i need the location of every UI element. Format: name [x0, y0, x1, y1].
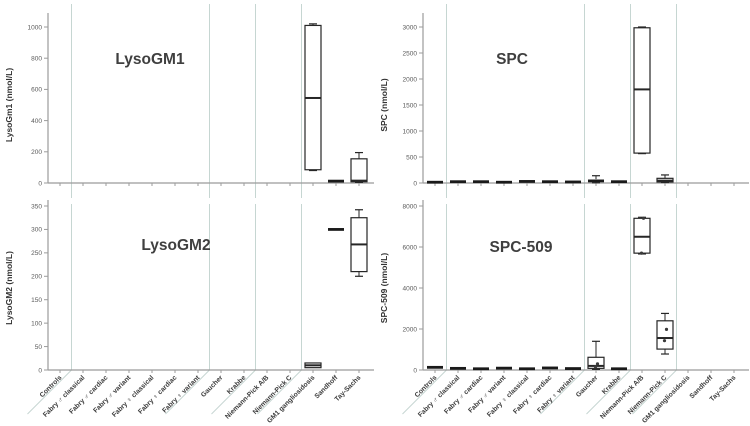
box-plot-dash — [427, 180, 443, 184]
box-plot — [633, 27, 651, 154]
box-plot-dash — [611, 367, 627, 371]
y-tick-label: 8000 — [403, 203, 418, 210]
data-point — [662, 339, 667, 343]
group-separator-diagonal — [211, 369, 256, 415]
box-plot-dash — [328, 228, 344, 231]
y-tick-label: 2000 — [403, 76, 418, 83]
category-label: Fabry ♀ classical — [111, 374, 155, 418]
y-tick-label: 1000 — [403, 128, 418, 135]
box-plot-dash — [542, 366, 558, 370]
y-tick-label: 300 — [31, 227, 42, 234]
panel-title: LysoGM2 — [141, 237, 210, 254]
y-tick-label: 2000 — [403, 326, 418, 333]
y-tick-label: 200 — [31, 274, 42, 281]
box-plot-dash — [473, 180, 489, 184]
category-label: GM1 gangliosidosis — [641, 374, 692, 425]
box-plot — [633, 217, 651, 254]
y-tick-label: 0 — [413, 180, 417, 187]
y-tick-label: 3000 — [403, 24, 418, 31]
y-tick-label: 6000 — [403, 244, 418, 251]
y-tick-label: 0 — [413, 367, 417, 374]
y-tick-label: 1500 — [403, 102, 418, 109]
group-separator-diagonal — [632, 369, 677, 415]
y-tick-label: 100 — [31, 320, 42, 327]
group-separator-diagonal — [27, 369, 72, 415]
box-plot-dash — [519, 180, 535, 183]
y-tick-label: 350 — [31, 203, 42, 210]
y-tick-label: 500 — [406, 154, 417, 161]
box-plot-dash — [611, 180, 627, 184]
box-plot-dash — [565, 180, 581, 184]
box-plot-dash — [519, 367, 535, 371]
box-plot-dash — [450, 366, 466, 370]
box-plot-dash — [450, 180, 466, 184]
box-plot-dash — [496, 180, 512, 184]
data-point — [593, 365, 598, 369]
group-separator-diagonal — [165, 369, 210, 415]
y-tick-label: 50 — [35, 344, 43, 351]
y-tick-label: 600 — [31, 87, 42, 94]
category-label: Krabbe — [226, 374, 248, 396]
y-tick-label: 0 — [38, 367, 42, 374]
box-plot-dash — [473, 367, 489, 371]
y-tick-label: 800 — [31, 56, 42, 63]
y-axis-label: LysoGm1 (nmol/L) — [4, 68, 14, 142]
box-plot — [350, 158, 368, 183]
panel-spc: 0 500 1000 1500 2000 2500 3000 SPC SPC (nmol/L) — [379, 4, 749, 198]
data-point — [641, 216, 646, 220]
panel-title: SPC — [496, 51, 528, 68]
box-plot — [656, 320, 674, 350]
y-tick-label: 250 — [31, 250, 42, 257]
group-separator-diagonal — [586, 369, 631, 415]
y-tick-label: 200 — [31, 149, 42, 156]
y-tick-label: 400 — [31, 118, 42, 125]
box-plot — [587, 356, 605, 369]
panel-title: LysoGM1 — [115, 51, 185, 68]
box-plot-dash — [542, 180, 558, 184]
panel-lysogm1: 0 200 400 600 800 1000 LysoGM1 LysoGm1 (nmol/L) — [4, 4, 374, 198]
category-label: Fabry ♀ classical — [486, 374, 530, 418]
group-separator-diagonal — [257, 369, 302, 415]
box-plot-dash — [565, 367, 581, 370]
data-point — [639, 251, 644, 255]
y-tick-label: 150 — [31, 297, 42, 304]
box-plot-dash — [328, 179, 344, 183]
y-tick-label: 2500 — [403, 50, 418, 57]
box-plot-dash — [496, 366, 512, 370]
box-plot-dash — [427, 365, 443, 369]
group-separator-diagonal — [540, 369, 585, 415]
category-label: Niemann-Pick A/B — [599, 374, 645, 420]
panel-title: SPC-509 — [490, 239, 553, 256]
box-plot-dash — [588, 179, 604, 183]
category-label: Gaucher — [200, 374, 225, 399]
y-axis-label: SPC (nmol/L) — [379, 78, 389, 132]
category-label: Niemann-Pick A/B — [224, 374, 270, 420]
data-point — [664, 327, 669, 332]
y-tick-label: 4000 — [403, 285, 418, 292]
y-tick-label: 1000 — [28, 24, 43, 31]
category-label: Fabry ♂ classical — [42, 374, 86, 418]
category-label: GM1 gangliosidosis — [266, 374, 317, 425]
category-label: Krabbe — [601, 374, 623, 396]
category-label: Gaucher — [575, 374, 600, 399]
y-axis-label: SPC-509 (nmol/L) — [379, 253, 389, 324]
y-tick-label: 0 — [38, 180, 42, 187]
data-point — [595, 362, 600, 366]
group-separator-diagonal — [402, 369, 447, 415]
y-axis-label: LysoGM2 (nmol/L) — [4, 251, 14, 325]
category-label: Fabry ♂ classical — [417, 374, 461, 418]
